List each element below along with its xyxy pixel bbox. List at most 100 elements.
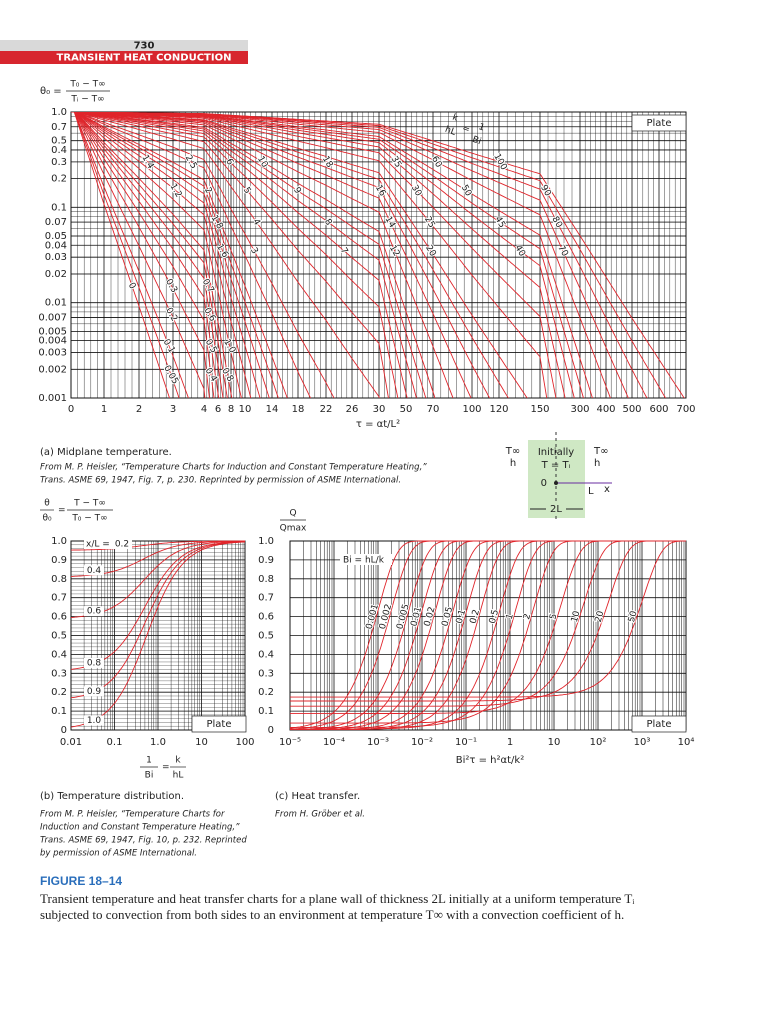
y-tick-label: 1.0 bbox=[51, 107, 67, 118]
curve bbox=[290, 540, 686, 707]
y-tick-label: 0.02 bbox=[45, 269, 67, 280]
x-label: τ = αt/L² bbox=[356, 419, 400, 430]
plot-frame bbox=[70, 540, 246, 731]
frac-num: θ bbox=[44, 499, 50, 509]
y-tick-label: 0.1 bbox=[258, 706, 274, 717]
curve bbox=[73, 112, 408, 398]
label-bg bbox=[84, 539, 112, 550]
curve bbox=[75, 112, 228, 398]
curves bbox=[71, 112, 685, 398]
curve bbox=[75, 112, 215, 398]
frac-num: k bbox=[175, 756, 181, 766]
y-tick-label: 0.7 bbox=[51, 122, 67, 133]
curve bbox=[75, 112, 279, 398]
curve-param: x/L = bbox=[86, 540, 110, 550]
caption: (a) Midplane temperature. bbox=[40, 447, 172, 458]
x-tick-label: 10³ bbox=[634, 737, 651, 748]
x-tick-label: 10⁴ bbox=[678, 737, 695, 748]
y-tick-label: 0.5 bbox=[51, 136, 67, 147]
frac-num: 1 bbox=[146, 756, 152, 766]
right-coef: h bbox=[594, 458, 600, 469]
y-tick-label: 0.005 bbox=[38, 326, 67, 337]
x-tick-label: 500 bbox=[622, 404, 641, 415]
curve bbox=[71, 112, 566, 398]
label-bg bbox=[112, 539, 132, 550]
figure-text: Transient temperature and heat transfer … bbox=[40, 891, 635, 906]
x-tick-label: 6 bbox=[215, 404, 221, 415]
axis-label: x bbox=[604, 484, 610, 495]
y-tick-label: 0.2 bbox=[51, 174, 67, 185]
header-bar bbox=[0, 51, 248, 64]
curve bbox=[71, 112, 685, 398]
curve-label: 0.5 bbox=[488, 609, 501, 625]
curve-label: 3 bbox=[248, 246, 260, 256]
frac-den: T₀ − T∞ bbox=[71, 514, 107, 524]
curve-label: 0.6 bbox=[87, 607, 102, 617]
source: Induction and Constant Temperature Heati… bbox=[40, 823, 240, 833]
curve bbox=[73, 112, 427, 398]
y-tick-label: 0.03 bbox=[45, 252, 67, 263]
x-tick-label: 70 bbox=[427, 404, 440, 415]
y-tick-label: 0.04 bbox=[45, 240, 67, 251]
source: From M. P. Heisler, “Temperature Charts … bbox=[40, 810, 225, 820]
x-tick-label: 0.01 bbox=[60, 737, 82, 748]
frac-den: Qmax bbox=[280, 524, 307, 534]
curve bbox=[75, 112, 233, 398]
frac-den: θ₀ bbox=[42, 514, 52, 524]
source: Trans. ASME 69, 1947, Fig. 10, p. 232. R… bbox=[40, 836, 247, 846]
x-tick-label: 3 bbox=[170, 404, 176, 415]
y-tick-label: 0.4 bbox=[258, 649, 274, 660]
x-tick-label: 22 bbox=[320, 404, 333, 415]
x-tick-label: 150 bbox=[530, 404, 549, 415]
y-tick-label: 0.003 bbox=[38, 348, 67, 359]
x-tick-label: 14 bbox=[266, 404, 279, 415]
curve bbox=[71, 112, 528, 398]
y-tick-label: 0.7 bbox=[258, 593, 274, 604]
figure-text: subjected to convection from both sides … bbox=[40, 907, 624, 922]
legend-box bbox=[631, 114, 687, 132]
curve bbox=[75, 112, 220, 398]
source: by permission of ASME International. bbox=[40, 849, 197, 859]
curve-label: 5 bbox=[548, 613, 559, 621]
frac-den: Tᵢ − T∞ bbox=[70, 95, 104, 105]
x-tick-label: 1.0 bbox=[150, 737, 166, 748]
curve bbox=[75, 112, 224, 398]
ct-num: k bbox=[451, 113, 460, 124]
x-tick-label: 4 bbox=[201, 404, 207, 415]
x-tick-label: 10 bbox=[195, 737, 208, 748]
curve-label: 2 bbox=[202, 186, 214, 196]
y-tick-label: 0.001 bbox=[38, 393, 67, 404]
caption: (b) Temperature distribution. bbox=[40, 791, 184, 802]
y-tick-label: 0.2 bbox=[51, 687, 67, 698]
thickness-bg bbox=[546, 503, 566, 515]
curve bbox=[71, 540, 245, 551]
curve-label: 0.9 bbox=[87, 687, 102, 697]
curve-label: 0.1 bbox=[455, 609, 468, 625]
curve-label: 1 bbox=[505, 613, 516, 621]
x-tick-label: 10⁻¹ bbox=[455, 737, 477, 748]
y-tick-label: 0.3 bbox=[51, 668, 67, 679]
legend-label: Plate bbox=[646, 118, 671, 129]
y-tick-label: 0 bbox=[268, 725, 274, 736]
eq: = bbox=[162, 763, 170, 773]
curve bbox=[71, 112, 491, 398]
y-tick-label: 0.3 bbox=[258, 668, 274, 679]
curve bbox=[73, 112, 436, 398]
label-bg bbox=[340, 554, 392, 565]
curves bbox=[290, 540, 686, 730]
curve bbox=[75, 112, 252, 398]
x-tick-label: 8 bbox=[228, 404, 234, 415]
curve-label: 12 bbox=[387, 244, 401, 259]
curve bbox=[75, 112, 242, 398]
x-tick-label: 18 bbox=[292, 404, 305, 415]
curve bbox=[74, 112, 380, 398]
x-tick-label: 10² bbox=[590, 737, 607, 748]
initial-temp: T = Tᵢ bbox=[541, 460, 571, 471]
curve-label: 0.2 bbox=[469, 609, 482, 625]
curve bbox=[290, 540, 686, 729]
curve bbox=[290, 540, 686, 698]
y-tick-label: 0.5 bbox=[51, 631, 67, 642]
x-tick-label: 700 bbox=[676, 404, 695, 415]
curve-label: 7 bbox=[338, 246, 350, 256]
